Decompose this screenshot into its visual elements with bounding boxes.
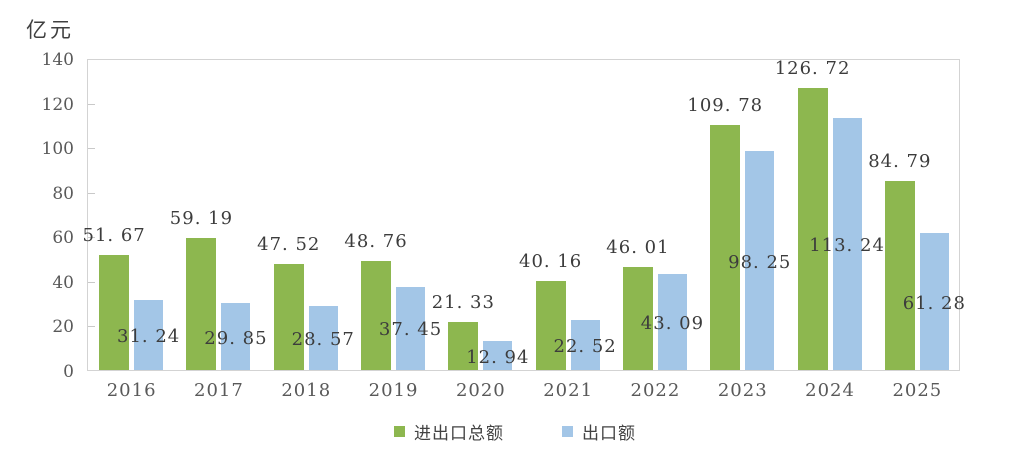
bar-total-2021 [535, 280, 566, 370]
y-axis-tick-label: 20 [52, 317, 74, 338]
x-axis-label-2022: 2022 [630, 380, 681, 401]
value-label-export-2019: 37. 45 [378, 319, 443, 341]
x-axis-label-2019: 2019 [368, 380, 419, 401]
legend-swatch-export [562, 426, 573, 437]
y-axis-tick-mark [88, 148, 95, 150]
value-label-total-2016: 51. 67 [82, 224, 146, 246]
y-axis-tick-mark [88, 237, 95, 239]
bar-total-2024 [797, 87, 828, 370]
bar-export-2018 [308, 306, 338, 370]
value-label-export-2018: 28. 57 [291, 329, 355, 351]
plot-area: 0 20 40 60 80 100 120 140 51. 67 31. 24 2016 59. 19… [42, 50, 965, 401]
bar-total-2025 [884, 181, 915, 370]
value-label-total-2023: 109. 78 [687, 95, 764, 117]
value-label-total-2025: 84. 79 [868, 151, 932, 173]
y-axis-tick-label: 140 [41, 50, 74, 70]
x-axis-label-2021: 2021 [543, 380, 594, 401]
bar-export-2023 [745, 151, 775, 370]
x-axis-label-2024: 2024 [805, 380, 855, 401]
legend-item-total: 进出口总额 [394, 419, 504, 444]
bar-export-2016 [134, 300, 164, 370]
value-label-export-2017: 29. 85 [204, 327, 268, 349]
legend-label-export: 出口额 [582, 424, 636, 444]
bar-total-2023 [710, 125, 741, 370]
legend-item-export: 出口额 [562, 419, 636, 444]
y-axis-unit-label: 亿元 [26, 18, 74, 42]
y-axis-tick-label: 40 [52, 272, 74, 293]
y-axis-tick-label: 0 [63, 362, 74, 382]
value-label-total-2017: 59. 19 [169, 208, 234, 230]
y-axis-tick-label: 100 [41, 139, 74, 160]
value-label-total-2024: 126. 72 [774, 57, 851, 79]
bar-export-2019 [396, 286, 426, 370]
x-axis-label-2017: 2017 [194, 380, 244, 401]
value-label-export-2024: 113. 24 [809, 234, 885, 256]
y-axis-tick-label: 60 [52, 228, 74, 249]
bar-total-2022 [622, 267, 653, 370]
value-label-total-2022: 46. 01 [606, 237, 670, 259]
bar-total-2018 [273, 264, 304, 370]
y-axis-tick-label: 80 [52, 183, 74, 204]
x-axis-label-2016: 2016 [106, 380, 157, 401]
value-label-total-2019: 48. 76 [344, 231, 408, 253]
bar-total-2019 [361, 261, 392, 370]
y-axis-tick-mark [88, 281, 95, 283]
value-label-export-2021: 22. 52 [553, 335, 617, 357]
bar-export-2021 [570, 319, 600, 370]
value-label-total-2020: 21. 33 [431, 292, 495, 314]
y-axis-tick-mark [88, 103, 95, 105]
x-axis-label-2023: 2023 [717, 380, 768, 401]
value-label-export-2023: 98. 25 [728, 251, 792, 273]
y-axis-tick-label: 120 [41, 94, 74, 115]
legend-swatch-total [394, 426, 405, 437]
bar-export-2017 [221, 303, 251, 370]
y-axis-tick-mark [88, 192, 95, 194]
bar-export-2022 [657, 273, 687, 370]
bar-total-2016 [99, 254, 130, 370]
value-label-export-2016: 31. 24 [117, 326, 181, 348]
x-axis-label-2025: 2025 [892, 380, 943, 401]
legend-label-total: 进出口总额 [414, 424, 504, 444]
value-label-total-2018: 47. 52 [257, 234, 321, 256]
x-axis-label-2020: 2020 [455, 380, 506, 401]
x-axis-label-2018: 2018 [281, 380, 332, 401]
value-label-total-2021: 40. 16 [519, 250, 583, 272]
bar-export-2020 [483, 341, 513, 370]
y-axis-tick-mark [88, 326, 95, 328]
chart-legend: 进出口总额 出口额 [0, 419, 1030, 444]
value-label-export-2022: 43. 09 [640, 312, 705, 334]
value-label-export-2020: 12. 94 [466, 346, 530, 368]
bar-total-2020 [448, 322, 479, 370]
bar-export-2025 [919, 233, 949, 370]
bar-total-2017 [186, 238, 217, 370]
value-label-export-2025: 61. 28 [902, 292, 966, 314]
bar-export-2024 [832, 117, 862, 370]
